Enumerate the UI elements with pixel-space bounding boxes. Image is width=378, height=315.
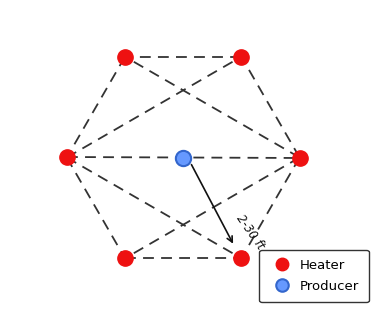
- Legend: Heater, Producer: Heater, Producer: [259, 250, 369, 302]
- Text: 2-30 ft: 2-30 ft: [233, 213, 266, 252]
